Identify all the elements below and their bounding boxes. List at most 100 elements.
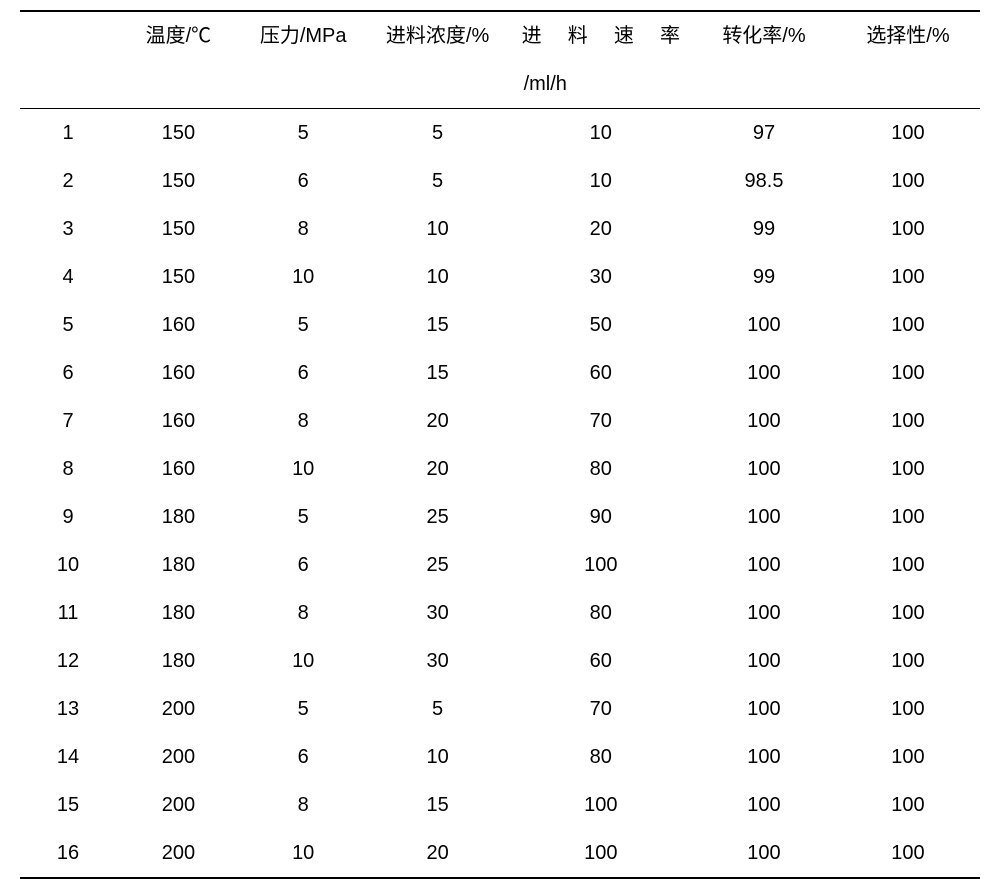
cell-index: 6 bbox=[20, 349, 116, 397]
cell-pressure: 6 bbox=[241, 541, 366, 589]
header-feed-rate-unit: /ml/h bbox=[510, 60, 692, 109]
cell-conversion: 100 bbox=[692, 781, 836, 829]
cell-feed_rate: 10 bbox=[510, 157, 692, 205]
cell-pressure: 8 bbox=[241, 205, 366, 253]
header-blank bbox=[366, 60, 510, 109]
cell-pressure: 6 bbox=[241, 733, 366, 781]
cell-selectivity: 100 bbox=[836, 685, 980, 733]
table-row: 162001020100100100 bbox=[20, 829, 980, 878]
cell-feed_concentration: 5 bbox=[366, 685, 510, 733]
cell-selectivity: 100 bbox=[836, 157, 980, 205]
cell-feed_rate: 100 bbox=[510, 829, 692, 878]
table-row: 716082070100100 bbox=[20, 397, 980, 445]
cell-conversion: 100 bbox=[692, 493, 836, 541]
cell-feed_rate: 80 bbox=[510, 589, 692, 637]
cell-temperature: 200 bbox=[116, 829, 241, 878]
cell-pressure: 10 bbox=[241, 445, 366, 493]
cell-temperature: 180 bbox=[116, 541, 241, 589]
cell-conversion: 97 bbox=[692, 109, 836, 158]
cell-conversion: 100 bbox=[692, 541, 836, 589]
cell-index: 14 bbox=[20, 733, 116, 781]
cell-conversion: 100 bbox=[692, 829, 836, 878]
cell-feed_rate: 100 bbox=[510, 781, 692, 829]
cell-feed_rate: 80 bbox=[510, 733, 692, 781]
cell-temperature: 150 bbox=[116, 157, 241, 205]
table-row: 516051550100100 bbox=[20, 301, 980, 349]
cell-pressure: 6 bbox=[241, 157, 366, 205]
cell-selectivity: 100 bbox=[836, 637, 980, 685]
cell-index: 2 bbox=[20, 157, 116, 205]
cell-index: 5 bbox=[20, 301, 116, 349]
cell-index: 11 bbox=[20, 589, 116, 637]
cell-feed_rate: 70 bbox=[510, 685, 692, 733]
cell-selectivity: 100 bbox=[836, 589, 980, 637]
cell-feed_concentration: 10 bbox=[366, 253, 510, 301]
header-blank bbox=[692, 60, 836, 109]
cell-conversion: 100 bbox=[692, 349, 836, 397]
table-row: 10180625100100100 bbox=[20, 541, 980, 589]
cell-pressure: 10 bbox=[241, 829, 366, 878]
table-header-row-1: 温度/℃ 压力/MPa 进料浓度/% 进料速率 转化率/% 选择性/% bbox=[20, 11, 980, 60]
cell-temperature: 150 bbox=[116, 253, 241, 301]
cell-pressure: 5 bbox=[241, 301, 366, 349]
header-blank bbox=[20, 60, 116, 109]
cell-feed_rate: 10 bbox=[510, 109, 692, 158]
cell-temperature: 200 bbox=[116, 781, 241, 829]
cell-feed_rate: 50 bbox=[510, 301, 692, 349]
cell-pressure: 5 bbox=[241, 493, 366, 541]
cell-index: 10 bbox=[20, 541, 116, 589]
cell-selectivity: 100 bbox=[836, 781, 980, 829]
cell-conversion: 100 bbox=[692, 397, 836, 445]
cell-pressure: 8 bbox=[241, 781, 366, 829]
cell-feed_concentration: 5 bbox=[366, 109, 510, 158]
header-blank bbox=[836, 60, 980, 109]
table-row: 2150651098.5100 bbox=[20, 157, 980, 205]
cell-selectivity: 100 bbox=[836, 541, 980, 589]
cell-temperature: 200 bbox=[116, 733, 241, 781]
cell-feed_concentration: 15 bbox=[366, 349, 510, 397]
cell-feed_concentration: 25 bbox=[366, 493, 510, 541]
table-row: 31508102099100 bbox=[20, 205, 980, 253]
header-blank bbox=[241, 60, 366, 109]
cell-selectivity: 100 bbox=[836, 349, 980, 397]
cell-feed_rate: 90 bbox=[510, 493, 692, 541]
cell-feed_concentration: 30 bbox=[366, 589, 510, 637]
table-row: 8160102080100100 bbox=[20, 445, 980, 493]
cell-pressure: 10 bbox=[241, 637, 366, 685]
cell-selectivity: 100 bbox=[836, 301, 980, 349]
table-row: 1420061080100100 bbox=[20, 733, 980, 781]
cell-feed_rate: 60 bbox=[510, 637, 692, 685]
cell-temperature: 160 bbox=[116, 445, 241, 493]
cell-conversion: 100 bbox=[692, 685, 836, 733]
header-selectivity: 选择性/% bbox=[836, 11, 980, 60]
data-table: 温度/℃ 压力/MPa 进料浓度/% 进料速率 转化率/% 选择性/% /ml/… bbox=[20, 10, 980, 879]
cell-feed_concentration: 15 bbox=[366, 301, 510, 349]
cell-index: 7 bbox=[20, 397, 116, 445]
cell-temperature: 160 bbox=[116, 301, 241, 349]
table-row: 616061560100100 bbox=[20, 349, 980, 397]
cell-feed_rate: 30 bbox=[510, 253, 692, 301]
cell-index: 9 bbox=[20, 493, 116, 541]
header-conversion: 转化率/% bbox=[692, 11, 836, 60]
table-row: 918052590100100 bbox=[20, 493, 980, 541]
header-temperature: 温度/℃ bbox=[116, 11, 241, 60]
cell-selectivity: 100 bbox=[836, 109, 980, 158]
header-feed-concentration: 进料浓度/% bbox=[366, 11, 510, 60]
cell-feed_concentration: 5 bbox=[366, 157, 510, 205]
cell-feed_rate: 20 bbox=[510, 205, 692, 253]
cell-pressure: 8 bbox=[241, 589, 366, 637]
cell-conversion: 99 bbox=[692, 205, 836, 253]
cell-feed_concentration: 10 bbox=[366, 733, 510, 781]
cell-temperature: 180 bbox=[116, 493, 241, 541]
cell-index: 16 bbox=[20, 829, 116, 878]
cell-pressure: 8 bbox=[241, 397, 366, 445]
cell-selectivity: 100 bbox=[836, 493, 980, 541]
cell-index: 3 bbox=[20, 205, 116, 253]
cell-temperature: 150 bbox=[116, 205, 241, 253]
cell-feed_concentration: 25 bbox=[366, 541, 510, 589]
cell-selectivity: 100 bbox=[836, 733, 980, 781]
cell-conversion: 100 bbox=[692, 733, 836, 781]
table-header: 温度/℃ 压力/MPa 进料浓度/% 进料速率 转化率/% 选择性/% /ml/… bbox=[20, 11, 980, 109]
cell-temperature: 180 bbox=[116, 637, 241, 685]
cell-index: 8 bbox=[20, 445, 116, 493]
